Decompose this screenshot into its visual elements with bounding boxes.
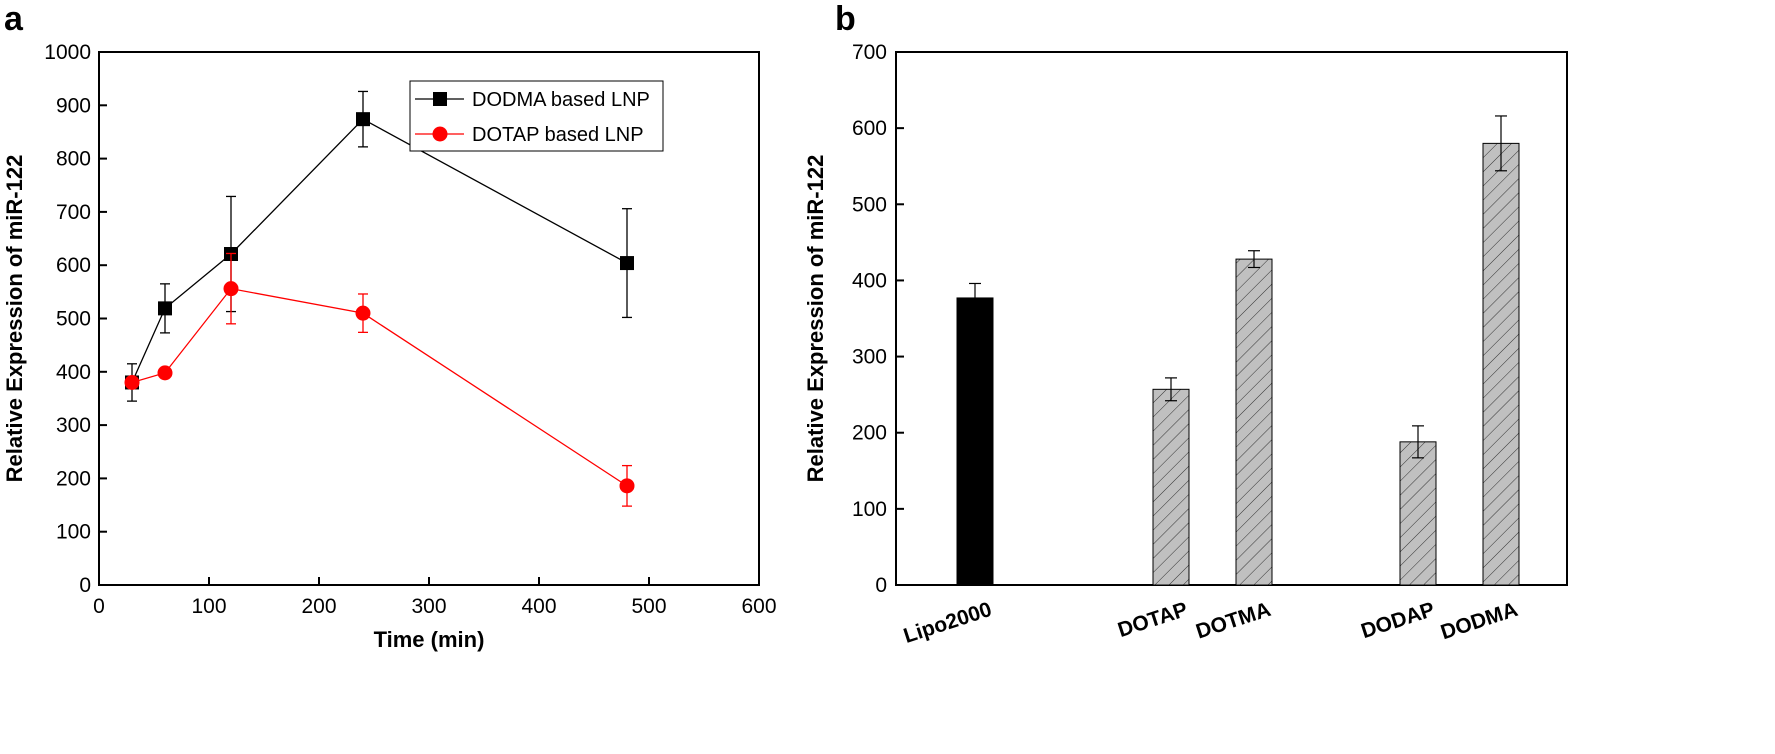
y-axis-label: Relative Expression of miR-122 xyxy=(2,155,27,483)
bar-dotap xyxy=(1152,388,1190,586)
panel-label-a: a xyxy=(4,0,24,38)
y-tick-label: 500 xyxy=(56,308,91,331)
bar-dotma xyxy=(1235,258,1273,586)
bar-dodap xyxy=(1399,441,1437,586)
series-line-1 xyxy=(131,287,628,487)
y-tick-label: 400 xyxy=(852,269,887,292)
y-tick-label: 300 xyxy=(56,414,91,437)
bar-dodma xyxy=(1482,142,1520,586)
data-point-circle xyxy=(124,374,140,390)
y-tick-label: 600 xyxy=(852,117,887,140)
x-tick-label: 400 xyxy=(521,595,556,618)
data-point-square xyxy=(620,256,634,271)
x-tick-label: 500 xyxy=(631,595,666,618)
y-tick-label: 200 xyxy=(56,467,91,490)
legend-circle-marker xyxy=(432,126,448,142)
category-label: DOTMA xyxy=(1193,598,1273,644)
series-line-0 xyxy=(131,118,628,383)
legend-square-marker xyxy=(433,92,447,106)
y-tick-label: 900 xyxy=(56,94,91,117)
data-point-circle xyxy=(355,305,371,321)
y-tick-label: 0 xyxy=(79,574,91,597)
x-tick-label: 600 xyxy=(741,595,776,618)
x-axis-label: Time (min) xyxy=(374,627,485,652)
x-tick-label: 0 xyxy=(93,595,105,618)
chart-a: 0 100 200 300 400 500 600 0 100 200 300 400 500 600 70… xyxy=(2,41,777,652)
panel-label-b: b xyxy=(835,0,856,38)
y-tick-label: 600 xyxy=(56,254,91,277)
data-point-circle xyxy=(223,281,239,297)
y-tick-label: 1000 xyxy=(44,41,91,64)
data-point-square xyxy=(356,112,370,127)
y-tick-label: 500 xyxy=(852,193,887,216)
legend-label: DOTAP based LNP xyxy=(472,124,644,146)
data-point-circle xyxy=(157,365,173,381)
chart-b: 0 100 200 300 400 500 600 700 Relative Expressio… xyxy=(803,41,1568,648)
category-label: DOTAP xyxy=(1115,598,1191,642)
y-tick-label: 400 xyxy=(56,361,91,384)
legend-box xyxy=(409,80,664,152)
category-label: Lipo2000 xyxy=(901,598,995,648)
y-tick-label: 0 xyxy=(875,574,887,597)
data-point-circle xyxy=(619,478,635,494)
legend: DODMA based LNP DOTAP based LNP xyxy=(409,80,664,152)
y-tick-label: 300 xyxy=(852,346,887,369)
y-tick-label: 700 xyxy=(852,41,887,64)
category-label: DODAP xyxy=(1358,598,1437,643)
y-tick-label: 100 xyxy=(56,521,91,544)
x-tick-label: 300 xyxy=(411,595,446,618)
y-tick-label: 100 xyxy=(852,498,887,521)
y-tick-label: 200 xyxy=(852,422,887,445)
x-tick-label: 100 xyxy=(191,595,226,618)
y-axis-label: Relative Expression of miR-122 xyxy=(803,155,828,483)
x-tick-label: 200 xyxy=(301,595,336,618)
y-tick-label: 700 xyxy=(56,201,91,224)
category-label: DODMA xyxy=(1438,598,1521,644)
bar-lipo2000 xyxy=(956,297,994,586)
data-point-square xyxy=(158,301,172,316)
plot-frame xyxy=(895,51,1568,586)
y-tick-label: 800 xyxy=(56,148,91,171)
legend-label: DODMA based LNP xyxy=(472,89,650,111)
